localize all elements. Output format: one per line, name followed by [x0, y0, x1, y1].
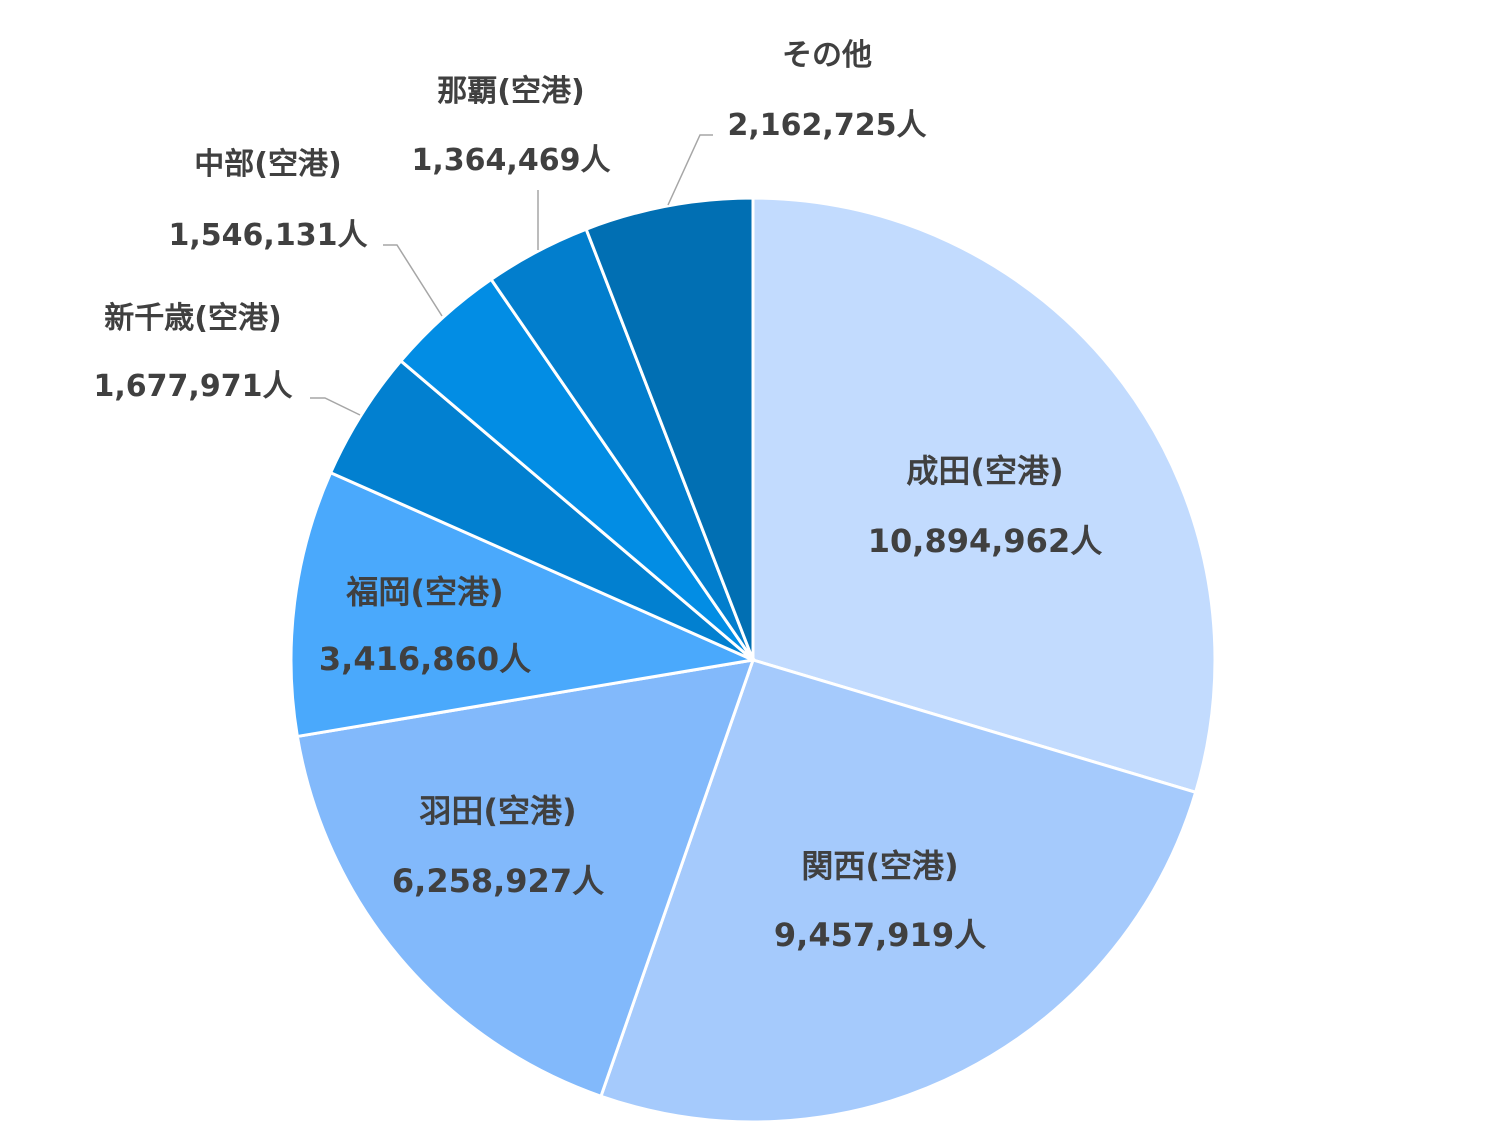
label-fukuoka-value: 3,416,860人 [319, 640, 531, 678]
slice-labels: 成田(空港) 10,894,962人 関西(空港) 9,457,919人 羽田(… [94, 38, 1103, 954]
label-haneda-value: 6,258,927人 [392, 862, 604, 900]
label-kansai-value: 9,457,919人 [774, 916, 986, 954]
pie-slice-haneda [295, 658, 756, 1099]
pie-slice-kansai [599, 658, 1198, 1124]
label-other-name: その他 [782, 38, 872, 73]
leader-shinchitose [310, 397, 361, 416]
label-narita-value: 10,894,962人 [868, 522, 1102, 560]
label-kansai-name: 関西(空港) [801, 847, 958, 885]
label-other-value: 2,162,725人 [728, 108, 927, 143]
label-chubu-name: 中部(空港) [194, 147, 341, 182]
pie-slices [289, 196, 1217, 1124]
leader-other [667, 134, 713, 206]
pie-slice-fukuoka [289, 470, 759, 739]
label-haneda-name: 羽田(空港) [419, 792, 576, 830]
label-chubu-value: 1,546,131人 [169, 218, 368, 253]
leader-lines [310, 134, 713, 416]
label-shinchitose-value: 1,677,971人 [94, 369, 293, 404]
leader-chubu [383, 244, 443, 317]
pie-slice-narita [751, 196, 1217, 795]
label-naha-name: 那覇(空港) [437, 74, 584, 109]
pie-slice-other [584, 196, 755, 661]
label-narita-name: 成田(空港) [906, 452, 1063, 490]
label-shinchitose-name: 新千歳(空港) [104, 301, 281, 336]
label-naha-value: 1,364,469人 [412, 143, 611, 178]
label-fukuoka-name: 福岡(空港) [345, 573, 503, 611]
